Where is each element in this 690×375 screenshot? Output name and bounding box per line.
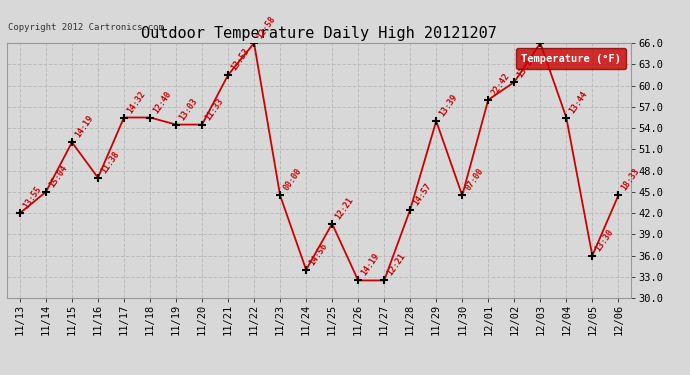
Text: 13:44: 13:44 xyxy=(568,89,589,115)
Legend: Temperature (°F): Temperature (°F) xyxy=(515,48,626,69)
Text: 13:55: 13:55 xyxy=(21,184,43,210)
Text: 14:57: 14:57 xyxy=(411,181,433,207)
Text: 07:00: 07:00 xyxy=(464,167,485,193)
Text: 14:32: 14:32 xyxy=(126,89,147,115)
Text: 11:33: 11:33 xyxy=(204,96,225,122)
Text: 11:38: 11:38 xyxy=(99,149,121,175)
Text: 13:03: 13:03 xyxy=(177,96,199,122)
Text: 14:19: 14:19 xyxy=(359,252,381,278)
Text: 13:53: 13:53 xyxy=(229,46,251,72)
Text: 12:40: 12:40 xyxy=(151,89,173,115)
Text: 15:04: 15:04 xyxy=(47,164,69,189)
Text: 13:10: 13:10 xyxy=(515,54,538,79)
Text: 14:19: 14:19 xyxy=(73,114,95,140)
Text: 14:56: 14:56 xyxy=(308,242,329,267)
Title: Outdoor Temperature Daily High 20121207: Outdoor Temperature Daily High 20121207 xyxy=(141,26,497,40)
Text: 13:30: 13:30 xyxy=(593,227,615,253)
Text: 12:58: 12:58 xyxy=(255,15,277,40)
Text: Copyright 2012 Cartronics.com: Copyright 2012 Cartronics.com xyxy=(8,22,164,32)
Text: 18:33: 18:33 xyxy=(620,167,641,193)
Text: 13:39: 13:39 xyxy=(437,93,460,118)
Text: 12:21: 12:21 xyxy=(333,195,355,221)
Text: 00:00: 00:00 xyxy=(282,167,303,193)
Text: 12:21: 12:21 xyxy=(386,252,407,278)
Text: 22:42: 22:42 xyxy=(489,71,511,97)
